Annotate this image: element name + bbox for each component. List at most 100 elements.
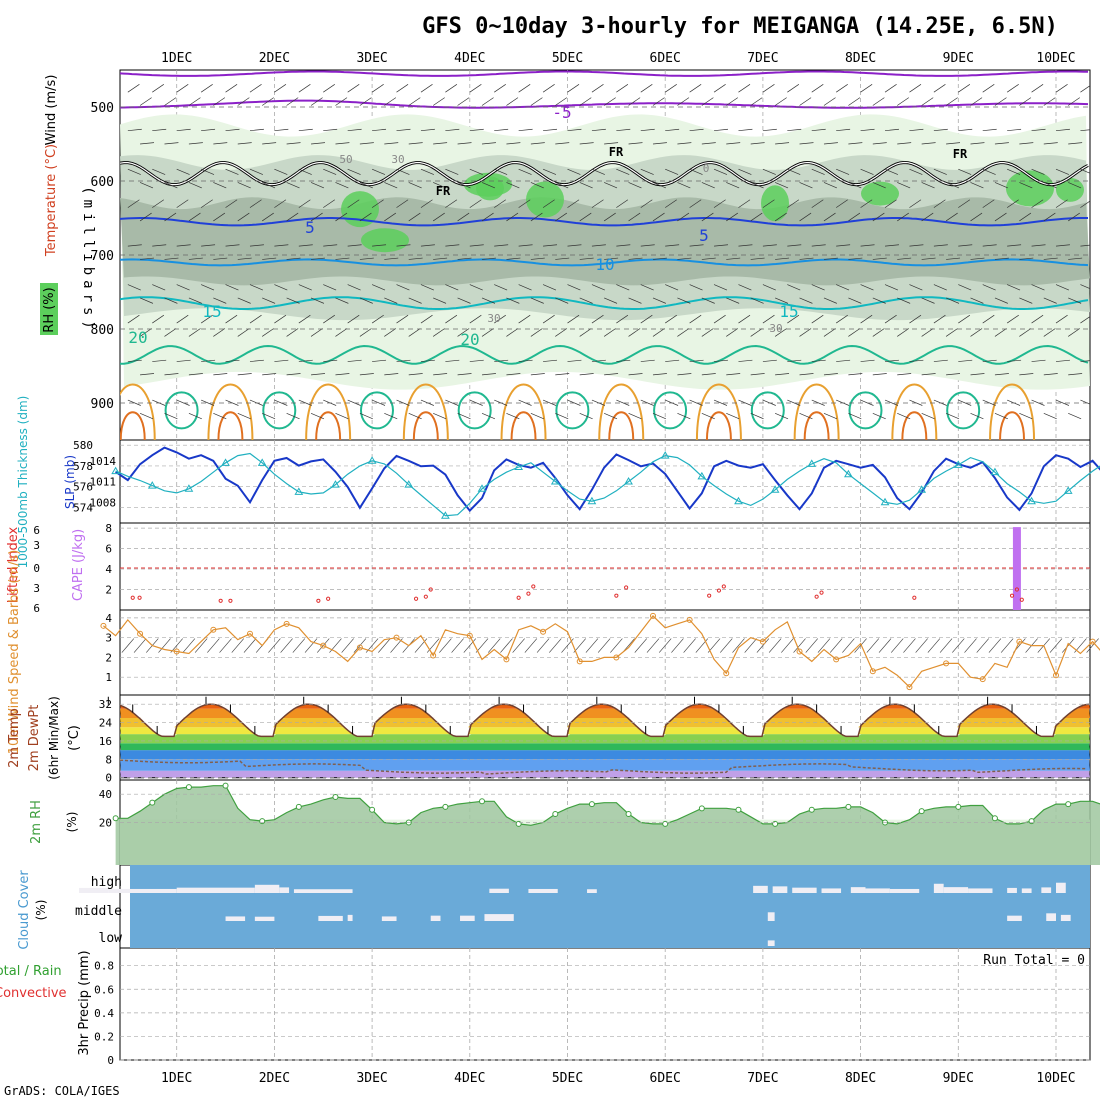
wind-barb xyxy=(176,244,191,247)
wind-barb xyxy=(200,168,215,175)
rh-marker xyxy=(552,811,559,817)
wind-barb xyxy=(1068,257,1083,260)
wind-barb xyxy=(774,97,787,106)
wind-barb xyxy=(225,244,240,247)
thickness-marker xyxy=(734,496,743,505)
wind-barb xyxy=(897,373,912,376)
wind-barb xyxy=(420,128,435,132)
wind-barb xyxy=(262,297,276,304)
wind-barb xyxy=(579,257,594,260)
rh-marker xyxy=(991,815,998,822)
wind-barb xyxy=(591,128,606,132)
wind-barb xyxy=(726,97,739,106)
wind-barb xyxy=(787,314,800,324)
wind-barb xyxy=(933,284,947,291)
wind-barb xyxy=(848,97,861,106)
contour-label: 30 xyxy=(487,312,500,325)
wind-barb xyxy=(140,142,155,145)
wind-barb xyxy=(628,373,643,376)
wind-barb xyxy=(713,284,728,291)
contour-label: 10 xyxy=(595,255,614,274)
wind-barb xyxy=(261,97,274,106)
wind-barb xyxy=(274,314,287,324)
wind-barb xyxy=(579,212,592,222)
isotherm-25 xyxy=(989,383,1036,440)
wind-barb xyxy=(396,168,410,175)
wind-barb xyxy=(946,373,961,376)
contour-label: 15 xyxy=(202,302,221,321)
isotherm-30 xyxy=(510,411,537,440)
wind-barb xyxy=(225,359,240,362)
wind-barb xyxy=(384,97,397,106)
wind-barb xyxy=(335,212,348,222)
wind-barb xyxy=(494,244,509,247)
rh-marker xyxy=(442,803,449,810)
panel-frame-wind xyxy=(119,609,1091,696)
wind-speed-marker xyxy=(466,632,473,639)
wind-barb xyxy=(567,128,582,132)
thickness-marker xyxy=(441,511,450,519)
wind-barb xyxy=(372,128,387,132)
wind-barb xyxy=(286,373,301,376)
wind-barb-10m xyxy=(304,638,318,653)
wind-barb xyxy=(665,128,680,132)
thickness-marker xyxy=(367,456,377,464)
wind-barb xyxy=(506,142,521,145)
wind-barb xyxy=(469,284,483,291)
wind-barb xyxy=(1019,413,1033,420)
date-tick-top: 9DEC xyxy=(943,51,974,66)
cloud-bar-high xyxy=(933,883,944,893)
wind-barb xyxy=(384,182,398,189)
thickness-marker xyxy=(111,466,121,475)
wind-barb xyxy=(762,84,775,93)
wind-barb xyxy=(701,297,715,304)
wind-barb xyxy=(811,168,825,175)
wind-barb xyxy=(237,257,252,260)
wind-barb xyxy=(176,128,191,132)
wind-barb xyxy=(799,97,812,106)
wind-barb xyxy=(1031,284,1045,291)
thickness-marker xyxy=(1063,486,1073,494)
wind-barb xyxy=(469,359,484,362)
wind-barb xyxy=(200,314,213,324)
wind-barb xyxy=(689,168,703,175)
wind-barb xyxy=(884,199,897,208)
isotherm-30 xyxy=(315,411,342,440)
wind-barb xyxy=(823,182,837,189)
li-tick: 6 xyxy=(33,602,40,615)
wind-barb xyxy=(970,97,983,106)
wind-barb xyxy=(823,328,836,337)
wind-barb-10m xyxy=(243,638,257,653)
wind-barb xyxy=(958,199,971,208)
wind-barb xyxy=(982,284,996,291)
wind-barb xyxy=(543,128,558,132)
wind-barb xyxy=(604,257,619,260)
wind-barb xyxy=(775,142,790,145)
wind-barb xyxy=(445,199,458,208)
thickness-marker xyxy=(550,477,560,485)
wind-barb xyxy=(433,413,447,420)
panel-frame-thick xyxy=(119,439,1091,524)
pressure-tick: 900 xyxy=(91,397,114,412)
li-point xyxy=(218,598,223,603)
wind-barb xyxy=(1031,314,1044,324)
cloud-bar-mid xyxy=(460,915,475,921)
wind-barb xyxy=(897,212,909,222)
wind-barb xyxy=(640,168,654,175)
wind-speed-marker xyxy=(100,622,107,629)
isotherm-30 xyxy=(803,411,830,440)
wind-barb xyxy=(262,257,277,260)
wind-barb xyxy=(359,373,374,376)
date-tick-top: 6DEC xyxy=(650,51,681,66)
wind-barb xyxy=(261,212,274,222)
isotherm-25 xyxy=(598,383,645,440)
wind-barb xyxy=(518,168,532,175)
wind-barb xyxy=(249,199,262,208)
wind-barb xyxy=(213,328,226,337)
isotherm-20-loop xyxy=(946,391,981,430)
wind-barb-10m xyxy=(610,638,623,653)
wind-barb xyxy=(530,373,545,376)
wind-speed-marker xyxy=(173,648,180,655)
wind-barb-10m xyxy=(854,638,867,653)
wind-barb-10m xyxy=(817,638,831,653)
